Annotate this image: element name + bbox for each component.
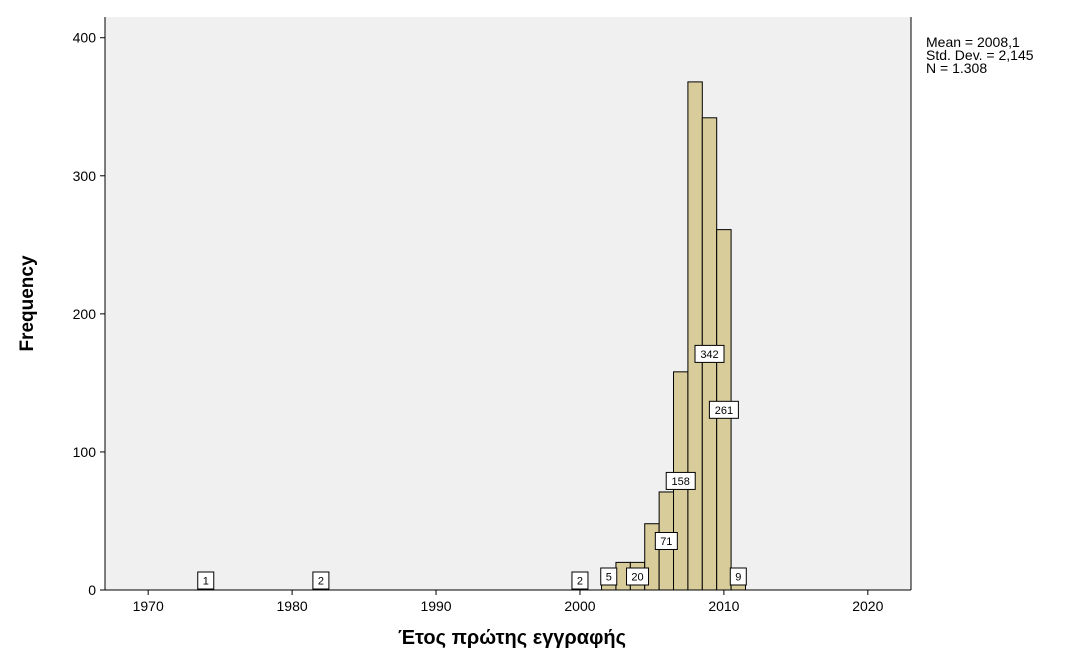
data-label-text: 261 <box>715 405 733 417</box>
data-label-box <box>694 344 725 363</box>
y-tick-label: 100 <box>73 444 97 460</box>
x-tick-label: 1970 <box>133 598 164 614</box>
data-labels-group: 1 2 2 5 20 71 158 342 261 9 <box>197 344 747 590</box>
data-label-box <box>654 531 678 550</box>
y-axis-title: Frequency <box>17 255 38 352</box>
mean-stat: Mean = 2008,1 <box>926 34 1020 50</box>
plot-area <box>105 17 911 590</box>
statistics-box: Mean = 2008,1 Std. Dev. = 2,145 N = 1.30… <box>926 34 1034 76</box>
data-label: 2 <box>312 571 330 590</box>
data-label: 158 <box>665 471 696 490</box>
x-axis-title: Έτος πρώτης εγγραφής <box>398 627 626 649</box>
data-label-text: 158 <box>672 476 690 488</box>
data-label-text: 342 <box>700 349 718 361</box>
x-tick-label: 2010 <box>708 598 739 614</box>
data-label: 20 <box>626 567 650 586</box>
data-label: 1 <box>197 571 215 590</box>
data-label: 71 <box>654 531 678 550</box>
x-tick-label: 1990 <box>420 598 451 614</box>
x-tick-label: 1980 <box>277 598 308 614</box>
y-tick-label: 300 <box>73 168 97 184</box>
data-label: 342 <box>694 344 725 363</box>
y-tick-label: 200 <box>73 306 97 322</box>
data-label-text: 2 <box>577 576 583 588</box>
data-label-box <box>312 571 330 590</box>
data-label-box <box>626 567 650 586</box>
data-label-text: 1 <box>203 576 209 588</box>
x-tick-label: 2000 <box>564 598 595 614</box>
data-label-box <box>729 567 747 586</box>
data-label-text: 9 <box>735 572 741 584</box>
data-label-box <box>665 471 696 490</box>
data-label-text: 71 <box>660 536 672 548</box>
y-tick-label: 400 <box>73 30 97 46</box>
data-label: 5 <box>600 567 618 586</box>
x-tick-label: 2020 <box>852 598 883 614</box>
data-label-box <box>197 571 215 590</box>
data-label-box <box>600 567 618 586</box>
data-label-box <box>708 400 739 419</box>
std-dev-stat: Std. Dev. = 2,145 <box>926 47 1034 63</box>
n-stat: N = 1.308 <box>926 60 988 76</box>
data-label-text: 5 <box>606 572 612 584</box>
histogram-bar <box>687 81 703 591</box>
data-label-text: 2 <box>318 576 324 588</box>
axes-group: 0 100 200 300 400 1970 1980 1990 2000 2010 2020 <box>73 17 911 614</box>
data-label: 261 <box>708 400 739 419</box>
data-label: 2 <box>571 571 589 590</box>
data-label-text: 20 <box>631 572 643 584</box>
data-label-box <box>571 571 589 590</box>
data-label: 9 <box>729 567 747 586</box>
y-tick-label: 0 <box>88 582 96 598</box>
